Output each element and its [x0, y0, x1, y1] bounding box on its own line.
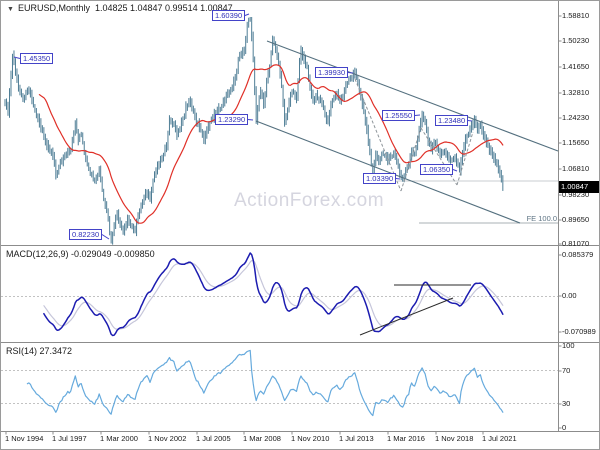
price-axis-label: 1.24230: [562, 113, 590, 122]
chart-line: [354, 78, 402, 192]
price-axis-label: 1.32810: [562, 88, 590, 97]
date-axis-label: 1 Jul 2021: [482, 434, 517, 443]
macd-axis-label: -0.070989: [562, 327, 596, 336]
chart-line: [347, 72, 354, 74]
date-axis-label: 1 Nov 1994: [5, 434, 44, 443]
rsi-axis-label: 100: [562, 341, 575, 350]
fib-expansion-label: FE 100.0: [526, 214, 557, 223]
date-axis-label: 1 Mar 2000: [100, 434, 138, 443]
price-axis-label: 0.89650: [562, 215, 590, 224]
date-axis-label: 1 Mar 2008: [243, 434, 281, 443]
price-axis-label: 1.58810: [562, 11, 590, 20]
chart-line: [420, 127, 458, 186]
price-callout: 1.39930: [315, 67, 349, 78]
chart-line: [255, 120, 521, 224]
date-axis-label: 1 Jul 1997: [52, 434, 87, 443]
date-axis-label: 1 Jul 2013: [339, 434, 374, 443]
indicator-path: [43, 252, 504, 337]
price-axis-label: 1.41650: [562, 62, 590, 71]
chart-line: [101, 234, 110, 240]
chart-line: [359, 297, 454, 336]
price-axis-label: 0.98230: [562, 190, 590, 199]
price-callout: 0.82230: [69, 229, 103, 240]
chart-line: [414, 114, 421, 116]
chart-line: [13, 56, 21, 59]
rsi-header: RSI(14) 27.3472: [6, 346, 73, 356]
symbol-ohlc: 1.04825 1.04847 0.99514 1.00847: [94, 3, 233, 13]
price-axis-label: 1.15650: [562, 138, 590, 147]
price-callout: 1.25550: [382, 110, 416, 121]
chart-line: [456, 131, 474, 186]
indicator-path: [43, 259, 504, 330]
date-axis-label: 1 Nov 2018: [435, 434, 474, 443]
price-axis-label: 0.81070: [562, 239, 590, 248]
current-price-badge: 1.00847: [559, 181, 599, 193]
date-axis-label: 1 Nov 2002: [148, 434, 187, 443]
chart-line: [467, 120, 473, 122]
chart-line: [244, 13, 250, 16]
rsi-axis-label: 70: [562, 366, 571, 375]
date-axis-label: 1 Mar 2016: [387, 434, 425, 443]
symbol-header: ▼ EURUSD,Monthly 1.04825 1.04847 0.99514 …: [7, 3, 233, 13]
price-axis-label: 1.50230: [562, 36, 590, 45]
price-callout: 1.23480: [435, 115, 469, 126]
watermark: ActionForex.com: [233, 190, 385, 211]
price-callout: 1.06350: [420, 164, 454, 175]
chart-line: [266, 40, 559, 152]
chart-line: [452, 169, 458, 172]
rsi-axis-label: 30: [562, 399, 571, 408]
price-callout: 1.60390: [212, 10, 246, 21]
rsi-axis-label: 0: [562, 423, 567, 432]
indicator-path: [26, 349, 504, 417]
price-callout: 1.23290: [215, 114, 249, 125]
chart-line: [247, 119, 254, 121]
macd-header: MACD(12,26,9) -0.029049 -0.009850: [6, 249, 155, 259]
date-axis-label: 1 Jul 2005: [196, 434, 231, 443]
chart-line: [400, 127, 422, 192]
date-axis-label: 1 Nov 2010: [291, 434, 330, 443]
chart-line: [395, 178, 401, 180]
price-axis-label: 1.06810: [562, 164, 590, 173]
indicator-path: [38, 64, 504, 224]
collapse-icon[interactable]: ▼: [7, 6, 14, 13]
symbol-title: EURUSD,Monthly: [17, 3, 90, 13]
macd-axis-label: 0.085379: [562, 250, 594, 259]
price-callout: 1.03390: [363, 173, 397, 184]
price-callout: 1.45350: [20, 53, 54, 64]
macd-axis-label: 0.00: [562, 291, 577, 300]
